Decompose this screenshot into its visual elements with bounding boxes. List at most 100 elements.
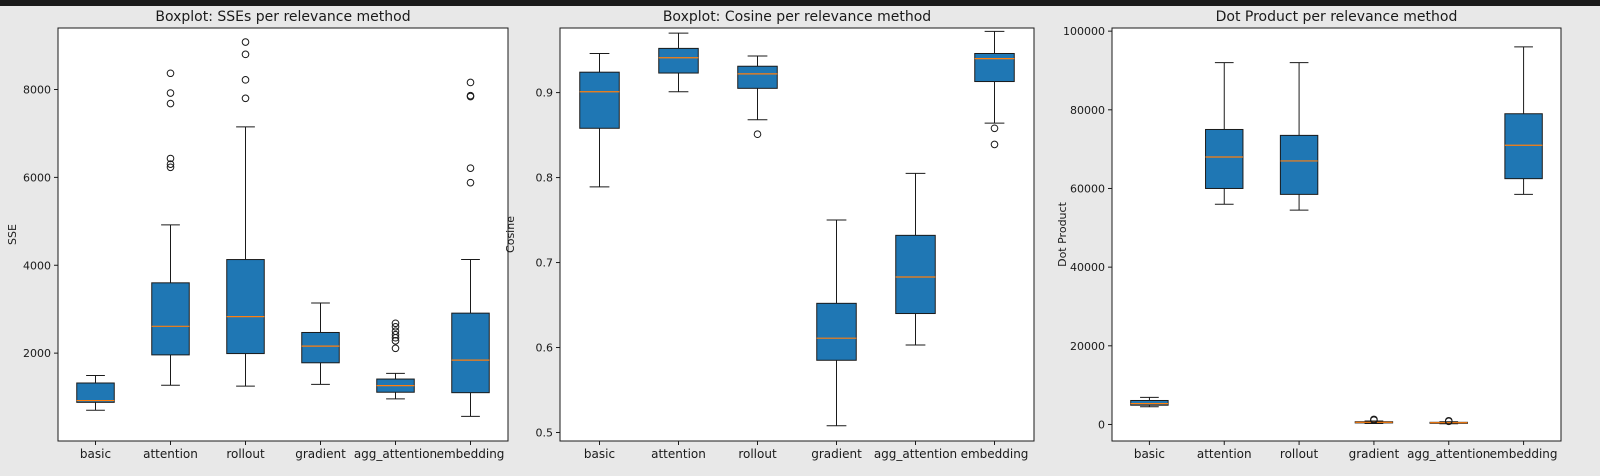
box-embedding [974,30,1015,149]
y-axis-label: Cosine [504,216,517,253]
outlier-point [166,163,175,172]
box-gradient [816,219,857,427]
box-attention [1205,62,1244,205]
iqr-box [451,312,490,394]
y-tick-label: 0 [1098,418,1105,431]
plot-area [1112,28,1561,441]
y-tick-label: 0.8 [536,172,554,185]
iqr-box [579,71,620,129]
iqr-box [1279,134,1319,195]
y-tick-label: 0.6 [536,342,554,355]
outlier-point [241,50,250,59]
iqr-box [1130,399,1169,406]
x-tick-label-rollout: rollout [1280,447,1319,461]
outlier-point [391,344,400,353]
y-axis-label: SSE [6,224,19,245]
plot-frame [1111,27,1562,442]
plot-frame [57,27,509,442]
box-agg_attention [376,319,415,400]
y-tick-label: 0.7 [536,257,554,270]
iqr-box [226,259,265,355]
outlier-point [166,69,175,78]
box-embedding [1504,46,1543,195]
box-attention [658,32,699,93]
x-tick-label-embedding: embedding [437,447,505,461]
y-tick-label: 20000 [1070,340,1105,353]
y-tick-label: 0.9 [536,87,554,100]
outlier-point [466,164,475,172]
window-top-bar [0,0,1600,6]
outlier-point [466,78,475,87]
box-attention [151,69,190,386]
outlier-point [391,319,400,328]
x-tick-label-agg_attention: agg_attention [354,447,437,461]
outlier-point [990,140,999,149]
chart-panel-2: Boxplot: Cosine per relevance method Cosi… [504,9,1035,461]
x-tick-label-embedding: embedding [961,447,1029,461]
box-agg_attention [895,172,936,346]
outlier-point [166,160,175,169]
box-agg_attention [1429,416,1468,426]
x-tick-label-attention: attention [143,447,198,461]
x-tick-label-agg_attention: agg_attention [1407,447,1490,461]
iqr-box [895,234,936,315]
y-tick-label: 4000 [23,259,51,272]
iqr-box [1205,128,1244,189]
x-tick-label-attention: attention [1197,447,1252,461]
x-tick-label-gradient: gradient [1349,447,1400,461]
y-tick-label: 40000 [1070,261,1105,274]
y-tick-label: 100000 [1063,25,1105,38]
outlier-point [391,322,400,331]
outlier-point [753,130,762,139]
outlier-point [391,327,400,335]
chart-title: Dot Product per relevance method [1216,9,1458,25]
y-tick-label: 0.5 [536,427,554,440]
x-tick-label-rollout: rollout [226,447,265,461]
x-tick-label-attention: attention [651,447,706,461]
chart-panel-3: Dot Product per relevance method Dot Prod… [1056,9,1562,461]
iqr-box [76,382,115,403]
y-axis-label: Dot Product [1056,201,1069,266]
outlier-point [1370,415,1378,424]
iqr-box [658,47,699,74]
box-rollout [1279,62,1319,211]
iqr-box [974,52,1015,83]
iqr-box [151,282,190,356]
chart-title: Boxplot: SSEs per relevance method [155,9,410,25]
x-tick-label-basic: basic [80,447,111,461]
x-tick-label-agg_attention: agg_attention [874,447,957,461]
outlier-point [166,99,175,108]
outlier-point [990,124,999,133]
y-tick-label: 8000 [23,84,51,97]
chart-title: Boxplot: Cosine per relevance method [663,9,931,25]
plot-area [58,28,508,441]
y-tick-label: 6000 [23,171,51,184]
box-basic [579,52,620,188]
x-tick-label-basic: basic [584,447,615,461]
outlier-point [241,94,250,103]
box-rollout [737,55,778,139]
y-tick-label: 80000 [1070,104,1105,117]
plot-area [560,28,1034,441]
chart-panel-1: Boxplot: SSEs per relevance method SSE 200… [6,9,509,461]
x-tick-label-basic: basic [1134,447,1165,461]
y-tick-label: 2000 [23,347,51,360]
box-gradient [301,302,340,385]
outlier-point [241,38,250,46]
x-tick-label-rollout: rollout [738,447,777,461]
iqr-box [301,331,340,364]
outlier-point [466,91,475,100]
outlier-point [391,330,400,339]
x-tick-label-embedding: embedding [1490,447,1558,461]
outlier-point [466,178,475,187]
box-gradient [1354,415,1394,424]
x-tick-label-gradient: gradient [295,447,346,461]
iqr-box [816,302,857,361]
outlier-point [241,76,250,84]
box-rollout [226,38,265,387]
outlier-point [1444,416,1453,425]
iqr-box [1504,113,1543,180]
outlier-point [166,154,175,163]
iqr-box [737,65,778,89]
